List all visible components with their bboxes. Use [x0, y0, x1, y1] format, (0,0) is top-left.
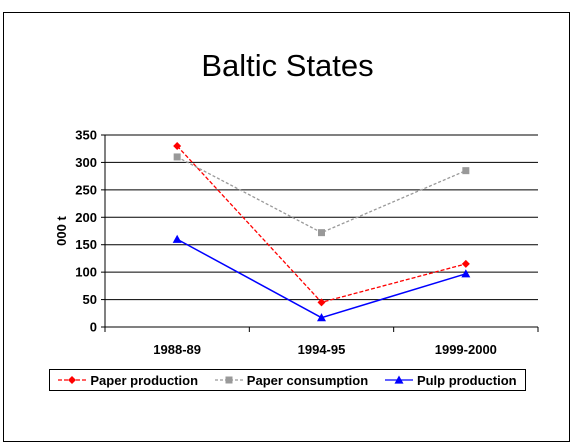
series-pulp-production — [172, 234, 471, 322]
series-line — [176, 145, 467, 304]
legend-label: Paper consumption — [246, 372, 369, 388]
data-point-square — [462, 167, 470, 175]
data-point-diamond — [173, 141, 182, 150]
x-tick-label: 1994-95 — [298, 342, 346, 357]
chart-title: Baltic States — [201, 48, 374, 83]
data-point-triangle — [461, 269, 471, 278]
legend-item: Paper production — [58, 373, 198, 388]
data-point-square — [173, 153, 181, 161]
y-tick-label: 50 — [83, 292, 97, 307]
y-tick-label: 0 — [90, 320, 97, 335]
y-tick-label: 250 — [75, 182, 97, 197]
data-point-diamond — [461, 259, 470, 268]
data-point-triangle — [317, 313, 326, 322]
y-tick-label: 300 — [75, 155, 97, 170]
legend-item: Paper consumption — [214, 372, 369, 388]
data-point-diamond — [68, 376, 77, 384]
series-line — [176, 156, 467, 234]
x-tick-label: 1988-89 — [153, 342, 201, 357]
series-layer — [172, 141, 471, 322]
legend-swatch — [384, 375, 413, 384]
data-point-square — [225, 376, 233, 384]
series-paper-consumption — [173, 153, 470, 237]
y-tick-label: 200 — [75, 210, 97, 225]
y-tick-label: 100 — [75, 265, 97, 280]
y-tick-label: 350 — [75, 128, 97, 143]
y-tick-label: 150 — [75, 237, 97, 252]
data-point-triangle — [172, 234, 182, 243]
gridlines — [105, 134, 538, 301]
legend-item: Pulp production — [384, 372, 517, 388]
legend-label: Pulp production — [416, 372, 517, 388]
x-tick-label: 1999-2000 — [435, 342, 497, 357]
data-point-triangle — [394, 375, 404, 384]
legend-swatch — [214, 376, 243, 384]
series-paper-production — [173, 141, 470, 307]
data-point-diamond — [317, 298, 326, 307]
axes: 0 50 100 150 200 250 300 350 1988-89 1994-95 1999-… — [75, 128, 539, 357]
data-point-square — [318, 229, 325, 237]
legend: Paper production Paper consumption Pulp pr… — [49, 369, 526, 391]
legend-swatch — [58, 376, 87, 384]
y-axis-title: 000 t — [54, 216, 69, 246]
legend-label: Paper production — [90, 372, 199, 388]
